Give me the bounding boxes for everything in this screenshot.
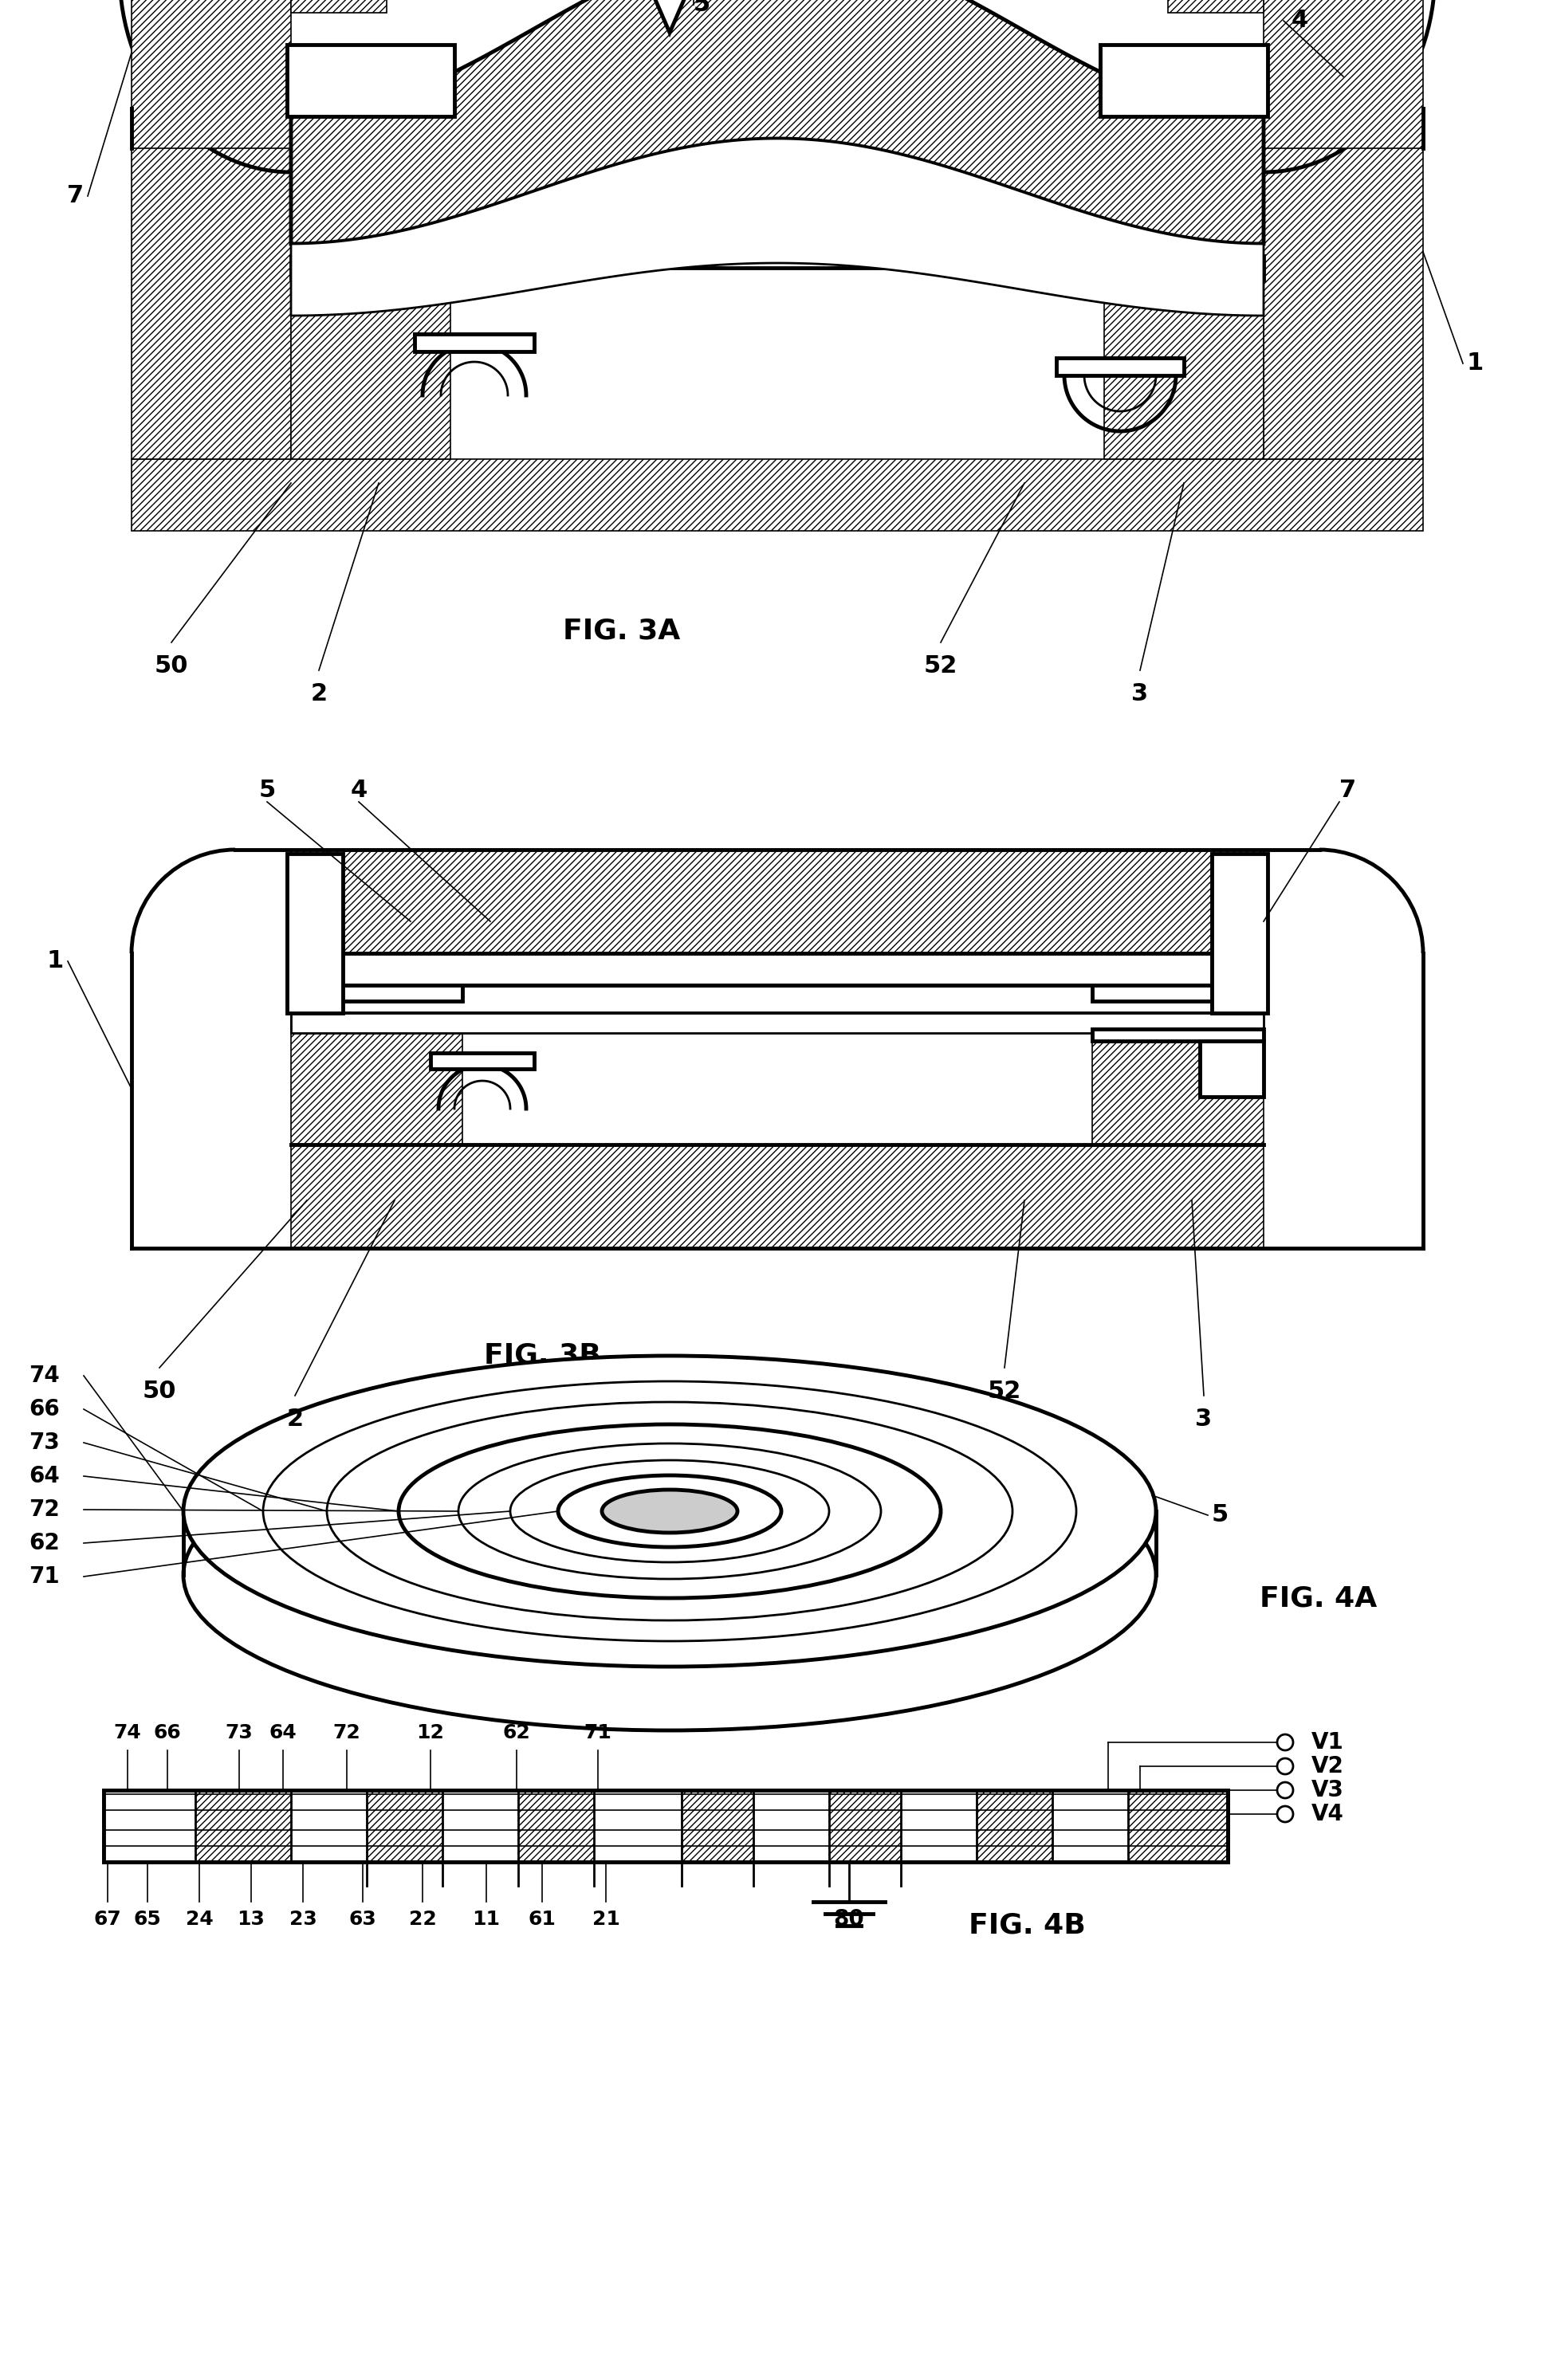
Bar (290, 1014, 1263, 1033)
Bar (287, 854, 343, 1014)
Bar (1092, 985, 1263, 1145)
Text: 63: 63 (349, 1909, 376, 1928)
Text: 3: 3 (1194, 1407, 1211, 1430)
Polygon shape (620, 0, 719, 33)
Text: 64: 64 (30, 1466, 59, 1488)
Bar (290, 985, 1263, 1014)
Text: 50: 50 (143, 1380, 177, 1402)
Bar (1199, 1040, 1263, 1097)
Bar (104, 1792, 194, 1861)
Text: FIG. 3A: FIG. 3A (562, 616, 680, 645)
Text: 71: 71 (584, 1723, 612, 1742)
Bar (1104, 269, 1263, 459)
Bar (1263, 109, 1423, 459)
Bar (901, 1792, 975, 1861)
Bar (1100, 45, 1267, 117)
Text: 66: 66 (30, 1397, 59, 1421)
Text: 66: 66 (154, 1723, 182, 1742)
Text: 73: 73 (30, 1430, 59, 1454)
Text: 1: 1 (47, 950, 64, 973)
Bar (753, 1792, 828, 1861)
Text: 23: 23 (289, 1909, 317, 1928)
Bar (290, 257, 474, 281)
Text: 73: 73 (225, 1723, 253, 1742)
Bar (1263, 0, 1423, 148)
Bar (292, 1792, 367, 1861)
Bar (287, 45, 453, 117)
Text: V1: V1 (1311, 1730, 1343, 1754)
Text: 61: 61 (528, 1909, 556, 1928)
Bar (1092, 985, 1263, 1002)
Bar (290, 954, 1263, 985)
Text: V2: V2 (1311, 1754, 1343, 1778)
Text: 24: 24 (185, 1909, 213, 1928)
Bar (1168, 0, 1263, 12)
Text: 50: 50 (154, 655, 188, 678)
Text: FIG. 4A: FIG. 4A (1259, 1585, 1376, 1611)
Text: 2: 2 (286, 1407, 303, 1430)
Bar (443, 1792, 517, 1861)
Ellipse shape (183, 1357, 1155, 1666)
Bar (132, 0, 290, 148)
Text: V4: V4 (1311, 1804, 1343, 1825)
Bar (430, 1052, 534, 1069)
Text: 4: 4 (349, 778, 367, 802)
Ellipse shape (183, 1418, 1155, 1730)
Bar (290, 0, 387, 12)
Text: 62: 62 (30, 1533, 59, 1554)
Bar (290, 985, 463, 1002)
Text: 11: 11 (472, 1909, 500, 1928)
Text: 67: 67 (93, 1909, 121, 1928)
Text: 62: 62 (503, 1723, 530, 1742)
Bar (132, 109, 290, 459)
Text: 74: 74 (113, 1723, 141, 1742)
Polygon shape (290, 0, 1263, 243)
Text: 12: 12 (416, 1723, 444, 1742)
Text: 64: 64 (269, 1723, 297, 1742)
Bar (1056, 357, 1183, 376)
Bar (104, 1790, 1227, 1861)
Text: 7: 7 (67, 186, 84, 207)
Text: 21: 21 (592, 1909, 620, 1928)
Text: 72: 72 (332, 1723, 360, 1742)
Bar (1263, 850, 1423, 985)
Polygon shape (290, 138, 1263, 317)
Bar (290, 985, 463, 1145)
Bar (290, 1145, 1263, 1247)
Text: V3: V3 (1311, 1778, 1343, 1802)
Text: 52: 52 (988, 1380, 1020, 1402)
Text: 52: 52 (924, 655, 957, 678)
Bar (132, 459, 1423, 531)
Bar (290, 269, 450, 459)
Text: 5: 5 (1211, 1504, 1228, 1526)
Text: 4: 4 (1291, 10, 1308, 33)
Text: 71: 71 (30, 1566, 59, 1587)
Text: 13: 13 (238, 1909, 266, 1928)
Text: 7: 7 (1339, 778, 1356, 802)
Text: 22: 22 (408, 1909, 436, 1928)
Bar (415, 333, 534, 352)
Text: 80: 80 (832, 1909, 863, 1930)
Bar (1053, 1792, 1127, 1861)
Bar (1263, 850, 1423, 1247)
Text: 3: 3 (1131, 683, 1148, 704)
Text: 1: 1 (1466, 352, 1483, 376)
Bar (1092, 1028, 1263, 1040)
Text: 74: 74 (30, 1364, 59, 1388)
Text: 2: 2 (311, 683, 328, 704)
Bar (290, 850, 1263, 954)
Text: 65: 65 (134, 1909, 162, 1928)
Bar (1079, 257, 1263, 281)
Bar (132, 850, 290, 1247)
Bar (1211, 854, 1267, 1014)
Text: FIG. 4B: FIG. 4B (968, 1911, 1086, 1940)
Text: 72: 72 (30, 1499, 59, 1521)
Text: 5: 5 (693, 0, 710, 17)
Bar (132, 850, 290, 985)
Ellipse shape (601, 1490, 738, 1533)
Text: 5: 5 (258, 778, 275, 802)
Bar (595, 1792, 680, 1861)
Text: FIG. 3B: FIG. 3B (483, 1342, 601, 1368)
